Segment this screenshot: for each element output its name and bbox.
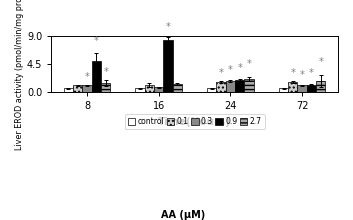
Text: *: * xyxy=(219,68,223,79)
Bar xyxy=(136,88,145,92)
Text: *: * xyxy=(247,59,252,69)
Text: *: * xyxy=(237,63,242,73)
Legend: control, 0.1, 0.3, 0.9, 2.7: control, 0.1, 0.3, 0.9, 2.7 xyxy=(125,114,264,129)
Bar xyxy=(92,61,101,92)
Bar xyxy=(244,79,254,92)
Text: *: * xyxy=(318,57,323,67)
Bar xyxy=(173,84,182,92)
Bar xyxy=(226,81,235,92)
Text: *: * xyxy=(228,65,233,75)
Text: *: * xyxy=(166,22,170,32)
Text: *: * xyxy=(291,68,295,79)
Bar xyxy=(64,88,73,92)
Bar xyxy=(288,82,298,92)
X-axis label: Time(Hours): Time(Hours) xyxy=(158,117,231,127)
Bar xyxy=(101,83,110,92)
Bar xyxy=(207,88,216,92)
Bar xyxy=(154,87,163,92)
Text: *: * xyxy=(309,68,314,78)
Bar xyxy=(235,80,244,92)
Bar xyxy=(145,85,154,92)
Bar xyxy=(316,81,325,92)
Text: *: * xyxy=(94,36,99,46)
Bar xyxy=(279,88,288,92)
Text: *: * xyxy=(85,72,89,82)
Bar xyxy=(82,85,92,92)
Bar xyxy=(307,85,316,92)
Bar xyxy=(216,82,226,92)
Bar xyxy=(73,85,82,92)
Text: *: * xyxy=(300,70,305,80)
Bar xyxy=(163,40,173,92)
Bar xyxy=(298,85,307,92)
Y-axis label: Liver EROD activity (pmol/min/mg protein): Liver EROD activity (pmol/min/mg protein… xyxy=(15,0,24,150)
Text: AA (μM): AA (μM) xyxy=(161,210,206,220)
Text: *: * xyxy=(103,67,108,77)
